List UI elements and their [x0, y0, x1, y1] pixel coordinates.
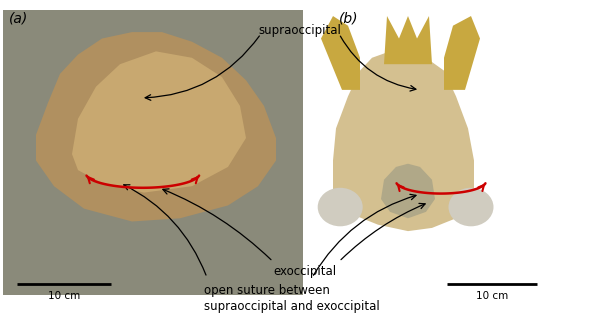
Bar — [3, 10, 303, 295]
Text: (b): (b) — [339, 11, 358, 25]
Polygon shape — [444, 16, 480, 90]
Polygon shape — [72, 51, 246, 193]
Ellipse shape — [449, 188, 493, 226]
Bar — [303, 10, 597, 308]
Polygon shape — [381, 164, 435, 218]
Polygon shape — [36, 32, 276, 221]
Text: (a): (a) — [9, 11, 28, 25]
Text: supraoccipital: supraoccipital — [259, 24, 341, 37]
Text: exoccipital: exoccipital — [273, 265, 336, 278]
Text: 10 cm: 10 cm — [476, 291, 508, 300]
Polygon shape — [384, 16, 432, 64]
Polygon shape — [333, 51, 474, 231]
Polygon shape — [321, 16, 360, 90]
Text: open suture between
supraoccipital and exoccipital: open suture between supraoccipital and e… — [204, 284, 380, 313]
Text: 10 cm: 10 cm — [48, 291, 80, 300]
Ellipse shape — [318, 188, 362, 226]
